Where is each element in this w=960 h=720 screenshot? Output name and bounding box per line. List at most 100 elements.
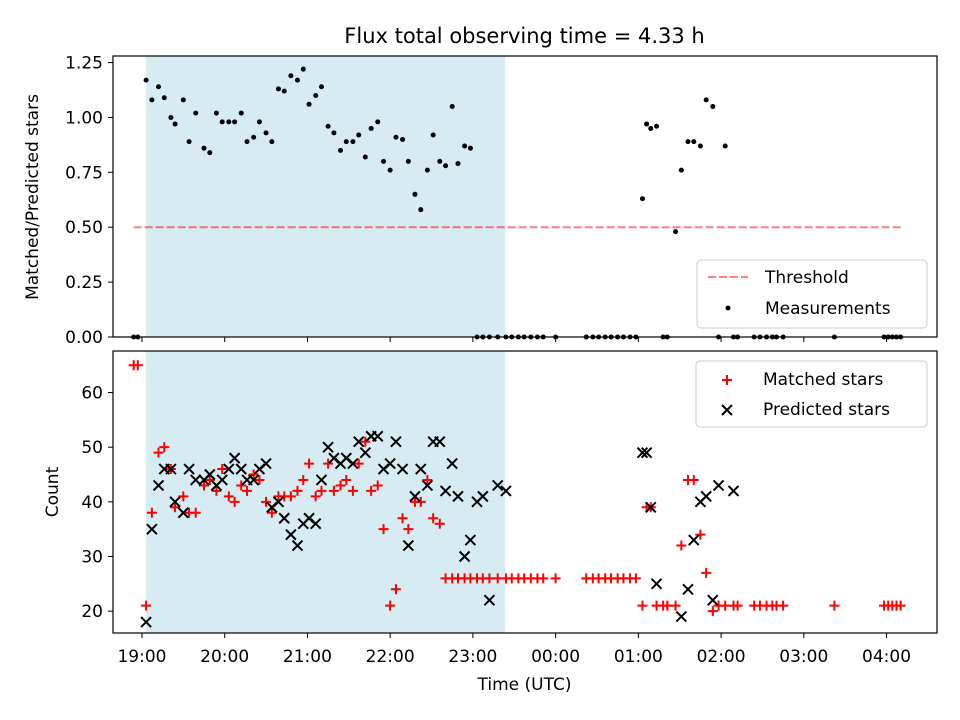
matched-star-point [630, 573, 641, 584]
predicted-star-point [390, 436, 402, 448]
predicted-star-point [500, 485, 512, 497]
matched-star-point [204, 474, 215, 485]
matched-star-point [335, 480, 346, 491]
measurement-point [368, 125, 374, 131]
x-tick-label: 02:00 [697, 647, 746, 667]
y-tick-label: 1.25 [65, 54, 103, 74]
matched-star-point [217, 464, 228, 475]
predicted-star-point [315, 474, 328, 486]
measurement-point [168, 114, 174, 120]
measurement-point [226, 119, 232, 125]
matched-star-point [670, 600, 681, 611]
y-tick-label: 30 [81, 547, 103, 567]
measurement-point [673, 229, 679, 235]
predicted-star-point [650, 578, 663, 590]
measurement-point [424, 167, 430, 173]
predicted-star-point [421, 479, 434, 492]
bottom-panel: 20 30 40 50 60 19:00 20:00 21:00 22:00 23:00 00:00… [43, 350, 938, 695]
predicted-star-point [247, 474, 260, 486]
measurement-point [275, 86, 281, 92]
predicted-star-point [452, 490, 464, 503]
matched-star-point [397, 513, 408, 524]
x-tick-label: 04:00 [862, 647, 911, 667]
matched-star-point [707, 606, 718, 617]
matched-star-point [372, 480, 383, 491]
measurement-point [213, 110, 219, 116]
measurement-point [703, 97, 709, 103]
measurement-point [412, 191, 418, 197]
measurement-point [172, 121, 178, 127]
predicted-star-point [675, 610, 688, 623]
matched-star-point [266, 507, 277, 518]
predicted-star-point [434, 436, 446, 448]
shaded-region [146, 56, 506, 337]
predicted-star-point [291, 539, 304, 552]
x-tick-label: 20:00 [200, 647, 249, 667]
matched-star-point [146, 507, 157, 518]
measurement-point [325, 123, 331, 129]
predicted-star-point [464, 534, 477, 546]
measurement-point [269, 139, 275, 145]
measurement-point [306, 101, 312, 107]
predicted-star-point [446, 457, 458, 470]
matched-star-point [829, 600, 840, 611]
matched-star-point [211, 485, 222, 496]
measurement-point [430, 132, 436, 138]
y-tick-label: 0.50 [65, 218, 103, 238]
predicted-star-point [688, 534, 700, 546]
measurement-point [193, 110, 199, 116]
top-ylabel: Matched/Predicted stars [23, 94, 43, 300]
predicted-star-point [285, 528, 297, 541]
predicted-star-point [216, 474, 228, 486]
measurement-point [685, 139, 691, 145]
matched-star-point [298, 474, 309, 485]
measurement-point [356, 132, 362, 138]
matched-star-point [637, 600, 648, 611]
matched-star-point [316, 485, 327, 496]
matched-star-point [178, 491, 189, 502]
predicted-star-point [235, 463, 247, 475]
measurement-point [455, 161, 461, 167]
measurement-point [405, 158, 411, 164]
predicted-star-point [372, 430, 384, 442]
observing-window-shade-bottom [146, 351, 506, 633]
predicted-star-point [223, 463, 235, 475]
predicted-star-point [278, 512, 290, 524]
chart-title: Flux total observing time = 4.33 h [344, 24, 704, 48]
count-points [128, 360, 906, 628]
predicted-star-point [146, 523, 158, 535]
matched-star-point [292, 485, 303, 496]
x-tick-label: 23:00 [448, 647, 497, 667]
matched-star-point [676, 540, 687, 551]
predicted-star-point [700, 490, 712, 503]
matched-star-point [328, 485, 339, 496]
legend-threshold-label: Threshold [764, 268, 849, 288]
x-tick-label: 00:00 [531, 647, 580, 667]
matched-star-point [132, 360, 143, 371]
measurement-point [400, 136, 406, 142]
matched-star-point [141, 600, 152, 611]
matched-star-point [261, 496, 272, 507]
y-tick-label: 60 [81, 384, 103, 404]
y-tick-label: 40 [81, 493, 103, 513]
measurement-point [644, 121, 650, 127]
measurement-point [343, 139, 349, 145]
predicted-star-point [402, 539, 415, 552]
measurement-point [219, 119, 225, 125]
legend-predicted-swatch [721, 404, 733, 416]
predicted-star-point [140, 616, 152, 628]
predicted-star-point [491, 479, 504, 492]
top-panel: 0.00 0.25 0.50 0.75 1.00 1.25 Matched/Predict… [23, 54, 938, 348]
top-axes: 0.00 0.25 0.50 0.75 1.00 1.25 [65, 54, 938, 348]
axes-frame [112, 350, 938, 634]
bottom-xlabel: Time (UTC) [477, 675, 572, 695]
measurement-point [156, 84, 162, 90]
measurement-point [462, 143, 468, 149]
predicted-star-point [272, 496, 285, 508]
matched-star-point [701, 567, 712, 578]
measurement-point [375, 119, 381, 125]
predicted-star-point [169, 496, 181, 508]
matched-star-point [385, 600, 396, 611]
predicted-star-point [645, 501, 657, 514]
measurement-point [318, 84, 324, 90]
